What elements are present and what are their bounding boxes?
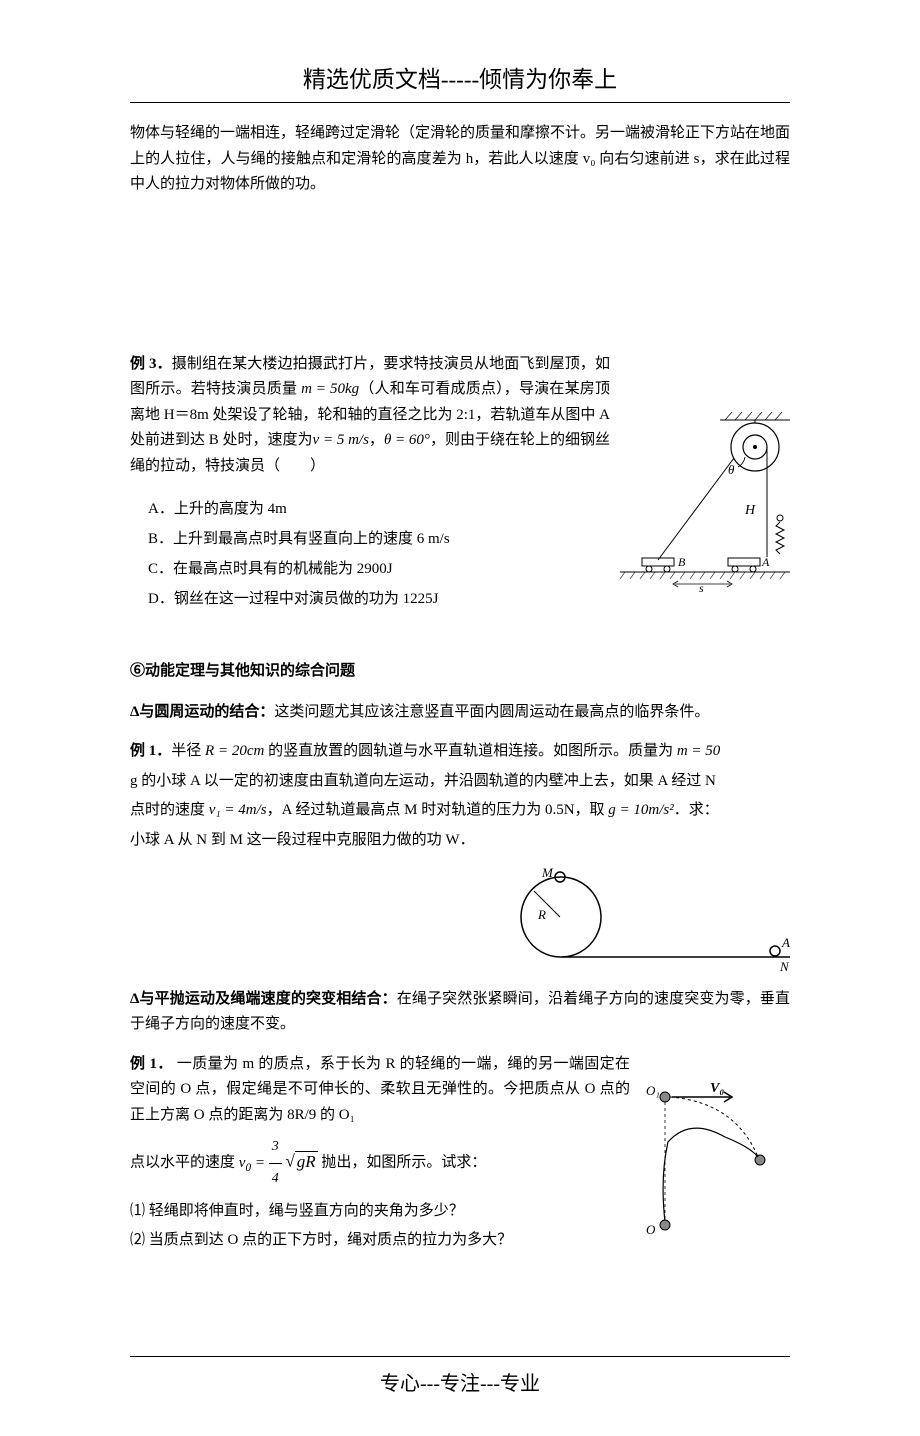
figure-ex3: θ H [620, 412, 790, 602]
spacer [130, 202, 790, 352]
fraction: 3 4 [269, 1132, 282, 1195]
a-label: A [761, 555, 770, 569]
ex1a-l3c: ，A 经过轨道最高点 M 时对轨道的压力为 0.5N，取 [267, 802, 609, 818]
ex1a-l1b: R = 20cm [205, 743, 264, 759]
b-label: B [678, 555, 686, 569]
ex1b-label: 例 1． [130, 1056, 177, 1072]
v0-label: V₀ [710, 1082, 724, 1096]
ex1a-line2: g 的小球 A 以一定的初速度由直轨道向左运动，并沿圆轨道的内壁冲上去，如果 A… [130, 769, 790, 795]
figure-ex1b: O₁ V₀ O [640, 1082, 790, 1252]
sqrt: √gR [285, 1151, 317, 1171]
o-label: O [646, 1222, 656, 1237]
ex1a-line3: 点时的速度 v₁ = 4m/s，A 经过轨道最高点 M 时对轨道的压力为 0.5… [130, 798, 790, 824]
sec-parab-label: Δ与平抛运动及绳端速度的突变相结合： [130, 991, 397, 1007]
intro-paragraph: 物体与轻绳的一端相连，轻绳跨过定滑轮（定滑轮的质量和摩擦不计。另一端被滑轮正下方… [130, 121, 790, 198]
ex3-mass: m = 50kg [301, 381, 359, 397]
footer-rule [130, 1356, 790, 1357]
ex1a-l3a: 点时的速度 [130, 802, 209, 818]
a-label2: A [781, 935, 790, 950]
section6-title: ⑥动能定理与其他知识的综合问题 [130, 659, 790, 685]
ex1a-diagram: M R A N [490, 857, 790, 977]
r-label: R [537, 907, 546, 922]
figure-ex1a: M R A N [130, 857, 790, 987]
ex3-angle: θ = 60° [384, 432, 430, 448]
ex1b-diagram: O₁ V₀ O [640, 1082, 790, 1242]
ex1a-l1a: 半径 [171, 743, 205, 759]
page-header: 精选优质文档-----倾情为你奉上 [130, 60, 790, 94]
section6-sub1: Δ与圆周运动的结合：这类问题尤其应该注意竖直平面内圆周运动在最高点的临界条件。 [130, 700, 790, 726]
sub1-label: Δ与圆周运动的结合： [130, 704, 274, 720]
ex1b-l2b: 抛出，如图所示。试求： [321, 1155, 486, 1171]
formula-v0: v0 = [239, 1155, 269, 1171]
ex1a-l3b: v₁ = 4m/s [209, 802, 267, 818]
ex1a-l3d: g = 10m/s² [608, 802, 673, 818]
ex3-diagram: θ H [620, 412, 790, 592]
sec-parab: Δ与平抛运动及绳端速度的突变相结合：在绳子突然张紧瞬间，沿着绳子方向的速度突变为… [130, 987, 790, 1038]
ex1b-l1: 一质量为 m 的质点，系于长为 R 的轻绳的一端，绳的另一端固定在空间的 O 点… [130, 1056, 630, 1123]
ex1a-line1: 例 1．半径 R = 20cm 的竖直放置的圆轨道与水平直轨道相连接。如图所示。… [130, 739, 790, 765]
ex3-label: 例 3． [130, 356, 172, 372]
sub1-text: 这类问题尤其应该注意竖直平面内圆周运动在最高点的临界条件。 [274, 704, 709, 720]
header-rule [130, 102, 790, 103]
n-label: N [779, 959, 790, 974]
h-label: H [744, 503, 756, 518]
m-label: M [541, 865, 554, 880]
frac-num: 3 [269, 1132, 282, 1164]
s-label: s [699, 581, 704, 592]
ex1b-l2a: 点以水平的速度 [130, 1155, 239, 1171]
theta-label: θ [728, 462, 735, 477]
ex1a-label: 例 1． [130, 743, 171, 759]
page-footer: 专心---专注---专业 [130, 1367, 790, 1396]
body: 物体与轻绳的一端相连，轻绳跨过定滑轮（定滑轮的质量和摩擦不计。另一端被滑轮正下方… [130, 121, 790, 1338]
o1-label: O₁ [646, 1083, 660, 1098]
ex3-speed: v = 5 m/s [313, 432, 369, 448]
frac-den: 4 [269, 1164, 282, 1195]
ex1a-l1d: m = 50 [677, 743, 720, 759]
page: 精选优质文档-----倾情为你奉上 物体与轻绳的一端相连，轻绳跨过定滑轮（定滑轮… [0, 0, 920, 1436]
ex1a-l1c: 的竖直放置的圆轨道与水平直轨道相连接。如图所示。质量为 [264, 743, 677, 759]
ex1a-line4: 小球 A 从 N 到 M 这一段过程中克服阻力做的功 W． [130, 828, 790, 854]
ex1a-l3e: ．求： [674, 802, 719, 818]
